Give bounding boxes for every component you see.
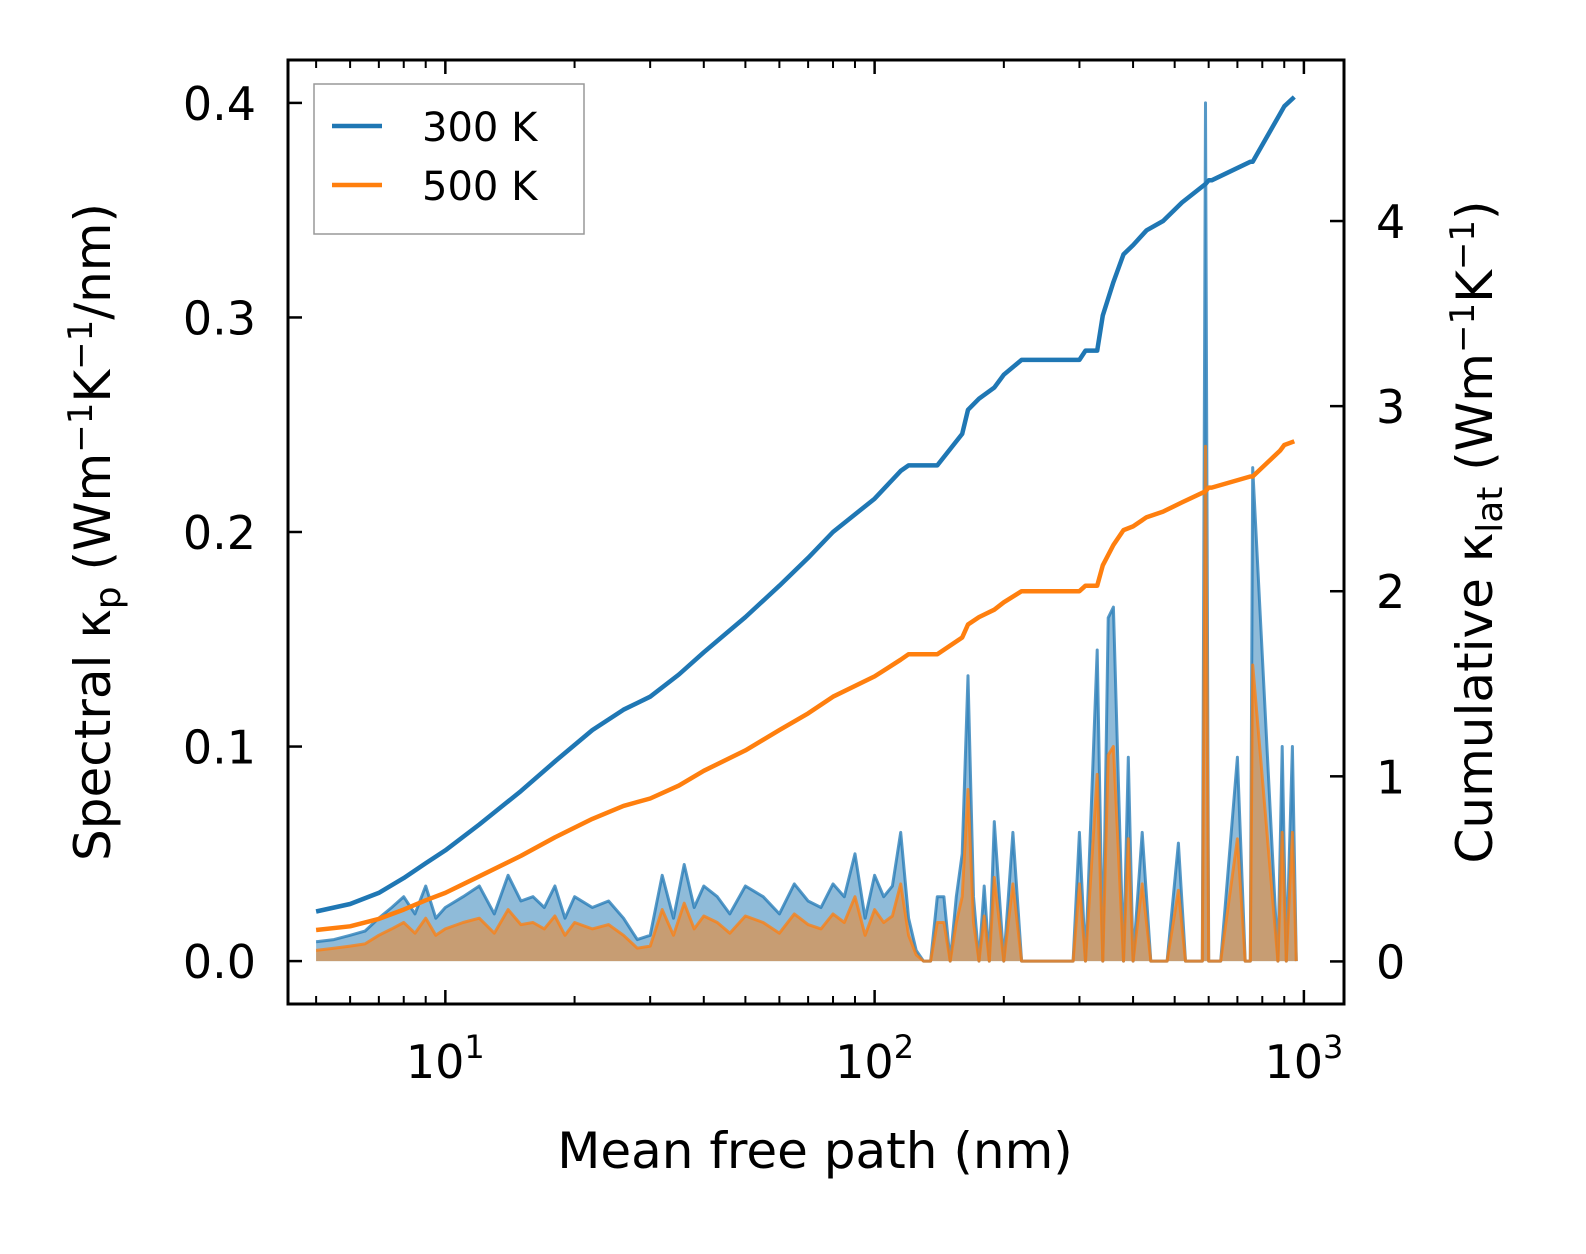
y-left-tick-label: 0.1 bbox=[183, 721, 256, 775]
legend-label-500k: 500 K bbox=[422, 164, 539, 210]
y-left-tick-label: 0.4 bbox=[183, 77, 256, 131]
cumulative-line-300k bbox=[315, 95, 1296, 914]
y-left-tick-label: 0.2 bbox=[183, 506, 256, 560]
series-group bbox=[315, 95, 1298, 963]
x-axis-label: Mean free path (nm) bbox=[557, 1122, 1073, 1180]
y-left-tick-label: 0.3 bbox=[183, 291, 256, 345]
spectral-300k-line bbox=[315, 101, 1298, 963]
y-axis-label-left: Spectral κp (Wm−1K−1/nm) bbox=[61, 203, 129, 861]
y-right-tick-label: 2 bbox=[1376, 565, 1405, 619]
legend: 300 K 500 K bbox=[313, 83, 585, 235]
plot-area bbox=[315, 95, 1298, 963]
y-right-tick-label: 0 bbox=[1376, 935, 1405, 989]
spectral-500k-line bbox=[315, 444, 1298, 963]
legend-label-300k: 300 K bbox=[422, 105, 539, 151]
y-right-tick-label: 3 bbox=[1376, 380, 1405, 434]
legend-frame bbox=[313, 83, 585, 235]
cumulative-line-500k bbox=[315, 439, 1296, 933]
y-right-tick-label: 4 bbox=[1376, 195, 1405, 249]
y-right-tick-label: 1 bbox=[1376, 750, 1405, 804]
x-tick-label: 102 bbox=[835, 1028, 914, 1089]
y-axis-label-right: Cumulative κlat (Wm−1K−1) bbox=[1443, 200, 1511, 863]
x-tick-label: 101 bbox=[406, 1028, 485, 1089]
y-left-tick-label: 0.0 bbox=[183, 935, 256, 989]
axes: 101 102 103 0.0 0.1 0.2 0.3 0.4 0 1 2 3 4 bbox=[183, 58, 1405, 1089]
x-tick-label: 103 bbox=[1264, 1028, 1343, 1089]
